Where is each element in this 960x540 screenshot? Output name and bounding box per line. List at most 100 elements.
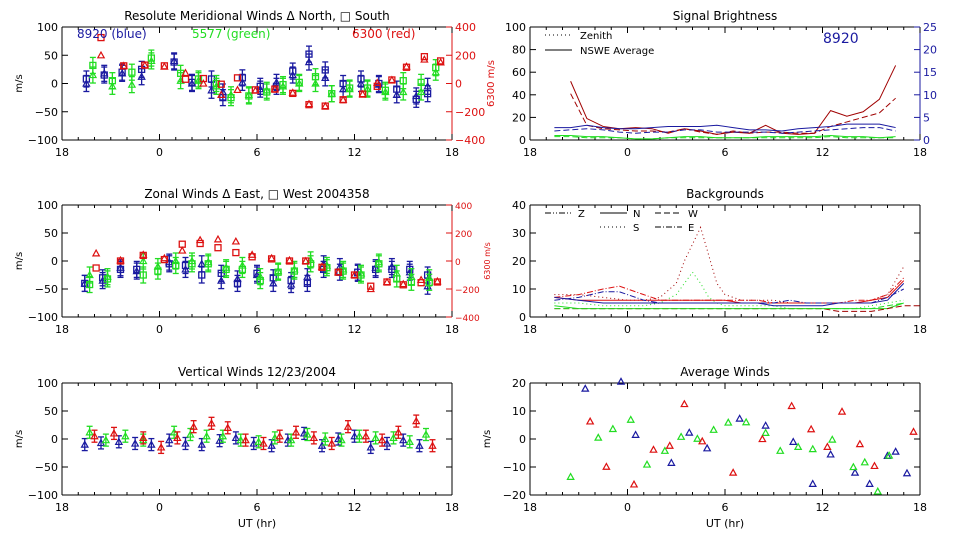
data-point — [170, 58, 178, 66]
data-point — [156, 442, 166, 451]
data-point — [415, 441, 424, 449]
data-point — [181, 75, 190, 83]
x-tick-label: 18 — [913, 501, 927, 514]
data-point — [823, 442, 832, 450]
data-point — [103, 275, 112, 283]
data-point — [389, 433, 398, 442]
data-point — [202, 431, 211, 440]
data-point — [399, 279, 408, 288]
x-tick-label: 18 — [55, 323, 69, 336]
data-point — [806, 424, 816, 433]
series-6300 — [90, 414, 437, 455]
y-axis-label: m/s — [14, 430, 25, 448]
data-point — [420, 53, 429, 61]
y-tick-label-right: 200 — [455, 230, 472, 240]
data-point — [355, 431, 364, 440]
data-point — [406, 265, 414, 274]
data-point — [204, 260, 212, 268]
data-point — [685, 428, 694, 436]
series-line-blue-e — [554, 288, 904, 304]
y-tick-label-right: 0 — [455, 258, 461, 268]
data-point — [248, 253, 256, 261]
data-point — [89, 61, 97, 70]
x-tick-label: 6 — [254, 501, 261, 514]
data-point — [279, 80, 287, 89]
data-point — [305, 50, 313, 58]
data-point — [311, 79, 320, 87]
data-point — [761, 421, 770, 429]
legend-label: Z — [578, 209, 585, 220]
data-point — [350, 271, 359, 279]
panel-vertical: Vertical Winds 12/23/2004 18 0 6 12 18 100 50 0 −… — [14, 365, 459, 530]
x-tick-label: 6 — [254, 146, 261, 159]
data-point — [358, 90, 367, 98]
data-point — [698, 436, 707, 445]
data-point — [263, 88, 271, 96]
data-point — [287, 276, 295, 285]
data-point — [198, 271, 206, 279]
data-point — [217, 80, 225, 88]
data-point — [160, 253, 169, 262]
data-point — [85, 280, 94, 289]
series-line-red-s — [554, 226, 905, 304]
x-tick-label: 0 — [156, 501, 163, 514]
x-tick-label: 18 — [523, 146, 537, 159]
series-5577-west — [85, 255, 433, 294]
x-tick-label: 18 — [913, 323, 927, 336]
data-point — [837, 407, 847, 415]
x-tick-label: 18 — [523, 501, 537, 514]
x-tick-label: 18 — [55, 501, 69, 514]
data-point — [436, 57, 445, 65]
data-point — [91, 248, 101, 257]
data-point — [581, 384, 590, 392]
data-point — [436, 57, 445, 66]
data-point — [432, 64, 440, 72]
x-tick-label: 18 — [445, 501, 459, 514]
data-point — [616, 377, 626, 385]
y-tick-label: −50 — [35, 283, 58, 296]
data-point — [90, 431, 99, 440]
data-point — [218, 431, 228, 440]
data-point — [101, 435, 111, 444]
data-point — [311, 73, 320, 81]
y-tick-label: 80 — [512, 44, 526, 57]
y-tick-label-right: 0 — [455, 78, 462, 91]
data-point — [245, 92, 253, 100]
data-point — [109, 428, 119, 437]
legend-label: NSWE Average — [580, 46, 654, 57]
y-tick-label: 0 — [51, 255, 58, 268]
data-point — [85, 427, 94, 436]
data-point — [373, 82, 381, 90]
data-point — [602, 462, 611, 470]
data-point — [97, 33, 105, 42]
data-point — [873, 486, 882, 495]
data-point — [735, 414, 744, 422]
data-point — [128, 68, 136, 76]
y-tick-label-right: −400 — [455, 134, 485, 147]
data-point — [238, 74, 247, 82]
y-tick-label: 50 — [44, 405, 58, 418]
y-tick-label-right: 0 — [923, 134, 930, 147]
x-tick-label: 0 — [156, 146, 163, 159]
y-tick-label: −50 — [35, 461, 58, 474]
data-point — [808, 444, 817, 453]
data-point — [212, 79, 221, 88]
data-point — [321, 102, 329, 110]
x-tick-label: 6 — [722, 323, 729, 336]
data-point — [909, 427, 918, 435]
y-tick-label: 100 — [505, 21, 526, 34]
data-point — [680, 399, 689, 408]
data-point — [249, 439, 258, 447]
y-tick-label-right: 10 — [923, 89, 937, 102]
data-point — [702, 443, 712, 452]
data-point — [100, 71, 108, 79]
data-point — [371, 433, 380, 442]
data-point — [267, 253, 276, 262]
data-point — [172, 261, 180, 270]
x-tick-label: 18 — [523, 323, 537, 336]
data-point — [238, 265, 247, 274]
data-point — [96, 50, 106, 59]
data-point — [407, 278, 416, 286]
data-point — [80, 440, 89, 448]
data-point — [227, 93, 235, 102]
